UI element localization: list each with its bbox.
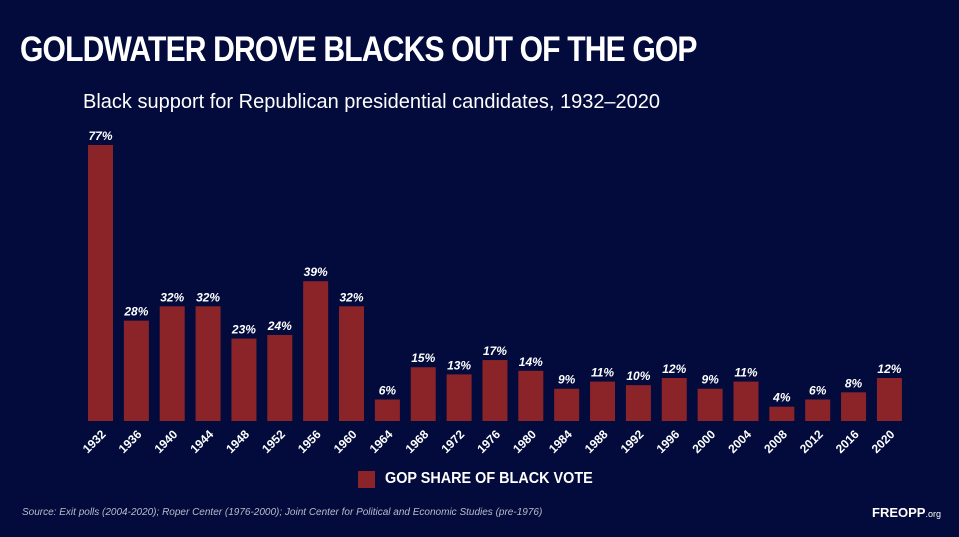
bar-1960	[339, 306, 365, 421]
x-tick-label-1940: 1940	[152, 427, 181, 456]
bar-1996	[661, 377, 687, 421]
data-label-1988: 11%	[591, 366, 614, 380]
x-tick-label-1952: 1952	[259, 427, 288, 456]
data-label-1996: 12%	[662, 362, 686, 376]
data-label-1980: 14%	[519, 355, 543, 369]
x-tick-label-2020: 2020	[869, 427, 898, 456]
source-note: Source: Exit polls (2004-2020); Roper Ce…	[22, 507, 543, 518]
data-label-1960: 32%	[340, 290, 364, 304]
bar-2016	[841, 392, 867, 421]
data-label-1948: 23%	[231, 323, 256, 337]
x-tick-label-1980: 1980	[510, 427, 539, 456]
data-label-2000: 9%	[701, 373, 719, 387]
bar-2012	[805, 399, 831, 421]
x-tick-label-2000: 2000	[689, 427, 718, 456]
bar-2008	[769, 406, 795, 421]
data-label-2020: 12%	[877, 362, 901, 376]
bar-1968	[410, 367, 436, 421]
chart-title: GOLDWATER DROVE BLACKS OUT OF THE GOP	[20, 30, 698, 69]
x-tick-label-1960: 1960	[331, 427, 360, 456]
data-label-2008: 4%	[772, 391, 791, 405]
bar-1944	[195, 306, 221, 421]
data-label-2016: 8%	[845, 376, 863, 390]
data-label-1968: 15%	[411, 351, 435, 365]
bar-2020	[876, 377, 902, 421]
x-tick-label-2016: 2016	[833, 427, 862, 456]
x-tick-label-2008: 2008	[761, 427, 790, 456]
x-tick-label-1948: 1948	[223, 427, 252, 456]
legend-label: GOP SHARE OF BLACK VOTE	[385, 470, 593, 487]
bar-1964	[374, 399, 400, 421]
bar-1984	[554, 388, 580, 421]
data-label-1964: 6%	[379, 383, 397, 397]
bar-1980	[518, 370, 544, 421]
x-tick-label-1988: 1988	[582, 427, 611, 456]
data-label-1940: 32%	[160, 290, 184, 304]
x-tick-label-1944: 1944	[187, 427, 216, 456]
bar-1956	[303, 281, 329, 421]
logo-main: FREOPP	[872, 505, 926, 520]
data-label-2004: 11%	[734, 366, 757, 380]
bar-1988	[590, 381, 616, 421]
x-tick-label-1996: 1996	[654, 427, 683, 456]
x-tick-label-1932: 1932	[80, 427, 109, 456]
data-label-1972: 13%	[447, 358, 471, 372]
bar-1952	[267, 334, 293, 421]
x-tick-label-1972: 1972	[438, 427, 467, 456]
bar-2000	[697, 388, 723, 421]
bar-1992	[625, 385, 651, 421]
data-label-2012: 6%	[809, 383, 827, 397]
data-label-1992: 10%	[626, 369, 650, 383]
data-label-1956: 39%	[304, 265, 328, 279]
x-tick-label-1936: 1936	[116, 427, 145, 456]
bar-1932	[88, 145, 113, 421]
x-tick-label-2012: 2012	[797, 427, 826, 456]
data-label-1944: 32%	[196, 290, 220, 304]
bar-1936	[123, 320, 149, 421]
x-tick-label-1956: 1956	[295, 427, 324, 456]
bar-1940	[159, 306, 185, 421]
x-tick-label-1964: 1964	[367, 427, 396, 456]
legend-swatch	[358, 470, 375, 488]
data-label-1936: 28%	[123, 305, 148, 319]
x-tick-label-1992: 1992	[618, 427, 647, 456]
legend: GOP SHARE OF BLACK VOTE	[358, 470, 616, 488]
bar-1948	[231, 338, 257, 421]
data-label-1952: 24%	[267, 319, 292, 333]
bar-1976	[482, 360, 508, 421]
x-tick-label-1968: 1968	[403, 427, 432, 456]
x-tick-label-2004: 2004	[725, 427, 754, 456]
bar-2004	[733, 381, 759, 421]
x-tick-label-1984: 1984	[546, 427, 575, 456]
data-label-1976: 17%	[483, 344, 507, 358]
data-label-1984: 9%	[558, 373, 576, 387]
chart-subtitle: Black support for Republican presidentia…	[83, 91, 661, 113]
logo-suffix: .org	[925, 509, 941, 519]
x-tick-label-1976: 1976	[474, 427, 503, 456]
data-label-1932: 77%	[88, 129, 112, 143]
bar-1972	[446, 374, 472, 421]
logo: FREOPP.org	[872, 505, 941, 520]
